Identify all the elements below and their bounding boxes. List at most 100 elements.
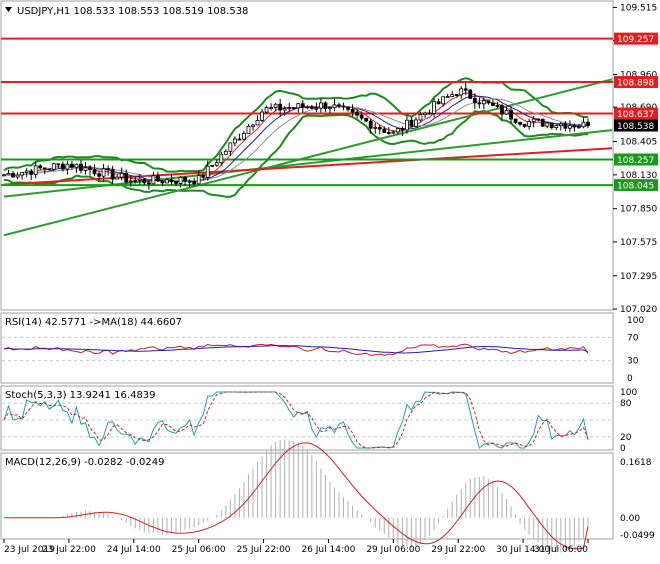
candle-body	[581, 121, 586, 128]
candle-body	[201, 175, 206, 178]
candle-body	[432, 101, 436, 114]
candle-body	[427, 112, 432, 115]
stoch-header-text: Stoch(5,3,3) 13.9241 16.4839	[5, 390, 156, 401]
moving-averages	[3, 92, 589, 183]
candle-body	[318, 102, 323, 109]
candle-body	[2, 174, 6, 177]
candle-body	[174, 181, 178, 184]
candle-body	[74, 163, 79, 168]
price-label-text: 108.637	[617, 110, 654, 120]
candle-body	[468, 89, 473, 99]
candle-body	[337, 104, 341, 107]
candle-body	[522, 123, 527, 127]
candle-body	[391, 131, 396, 134]
macd-tick-label: -0.0499	[620, 531, 655, 541]
candle-body	[232, 138, 237, 144]
candle-body	[472, 97, 477, 104]
time-tick-label: 26 Jul 14:00	[301, 545, 355, 555]
candle-body	[15, 174, 20, 178]
candle-body	[210, 164, 215, 167]
candle-body	[187, 180, 192, 183]
time-tick-label: 23 Jul 2019	[4, 545, 55, 555]
candle-body	[463, 88, 468, 91]
candle-body	[323, 102, 328, 109]
moving-average-line	[3, 98, 589, 182]
candle-body	[491, 102, 495, 106]
stoch-signal-line	[3, 391, 589, 449]
price-tick-label: 108.130	[620, 171, 657, 181]
candle-body	[88, 167, 92, 170]
candle-body	[368, 120, 373, 129]
candle-body	[495, 105, 500, 107]
candle-body	[6, 173, 11, 176]
candle-body	[33, 165, 38, 175]
candle-body	[418, 114, 423, 121]
candle-body	[165, 179, 169, 184]
candle-body	[459, 88, 464, 96]
candle-body	[205, 165, 210, 178]
candle-body	[251, 124, 255, 127]
candle-body	[405, 119, 409, 131]
time-tick-label: 23 Jul 22:00	[42, 545, 96, 555]
candle-body	[382, 128, 387, 133]
candle-body	[314, 107, 319, 110]
time-tick-label: 29 Jul 22:00	[431, 545, 485, 555]
candle-body	[169, 179, 174, 183]
candle-body	[260, 111, 264, 121]
candle-body	[300, 103, 305, 108]
candle-body	[545, 122, 550, 127]
moving-average-line	[3, 92, 589, 183]
candle-body	[386, 132, 391, 134]
candle-body	[24, 170, 29, 173]
candle-body	[500, 105, 504, 115]
rsi-pane-frame	[0, 312, 614, 384]
candle-body	[79, 163, 83, 171]
stoch-tick-label: 20	[620, 433, 632, 443]
macd-tick-label: 0.00	[620, 514, 640, 524]
candle-body	[255, 120, 260, 126]
rsi-line	[3, 343, 589, 356]
candle-body	[567, 125, 572, 129]
time-tick-label: 29 Jul 06:00	[366, 545, 420, 555]
candle-body	[192, 180, 197, 185]
time-tick-label: 30 Jul 14:00	[496, 545, 550, 555]
main-header: USDJPY,H1 108.533 108.553 108.519 108.53…	[5, 6, 248, 17]
candle-body	[486, 100, 491, 104]
candle-body	[119, 172, 124, 178]
price-tick-label: 108.960	[620, 71, 657, 81]
dropdown-triangle-icon	[5, 7, 12, 12]
candle-body	[214, 162, 219, 166]
candle-body	[70, 163, 74, 168]
time-tick-label: 25 Jul 06:00	[172, 545, 226, 555]
candle-body	[454, 94, 459, 96]
price-label-text: 108.538	[617, 122, 654, 132]
rsi-tick-label: 30	[627, 357, 639, 367]
rsi-header-text: RSI(14) 42.5771 ->MA(18) 44.6607	[5, 317, 182, 328]
candle-body	[124, 172, 129, 183]
candle-body	[305, 106, 310, 109]
candle-body	[56, 163, 61, 166]
rising-trend-line-upper	[3, 78, 613, 237]
candle-body	[441, 96, 446, 105]
candle-body	[554, 125, 559, 128]
price-label-text: 108.898	[617, 79, 654, 89]
candle-body	[110, 169, 115, 180]
candle-body	[196, 175, 201, 185]
candle-body	[60, 163, 65, 170]
rsi-pane: 100 70 30 0	[2, 316, 644, 384]
candle-body	[156, 175, 160, 182]
candle-body	[509, 110, 513, 120]
main-header-text: USDJPY,H1 108.533 108.553 108.519 108.53…	[17, 6, 248, 17]
candle-body	[400, 128, 405, 131]
stoch-tick-label: 100	[620, 388, 637, 398]
macd-pane: 0.1618 0.00 -0.0499	[4, 439, 655, 553]
candle-body	[51, 163, 56, 170]
candle-body	[83, 167, 88, 171]
candle-body	[237, 138, 242, 141]
stoch-tick-label: 80	[620, 399, 632, 409]
time-tick-label: 31 Jul 06:00	[534, 545, 588, 555]
candle-body	[350, 108, 355, 113]
